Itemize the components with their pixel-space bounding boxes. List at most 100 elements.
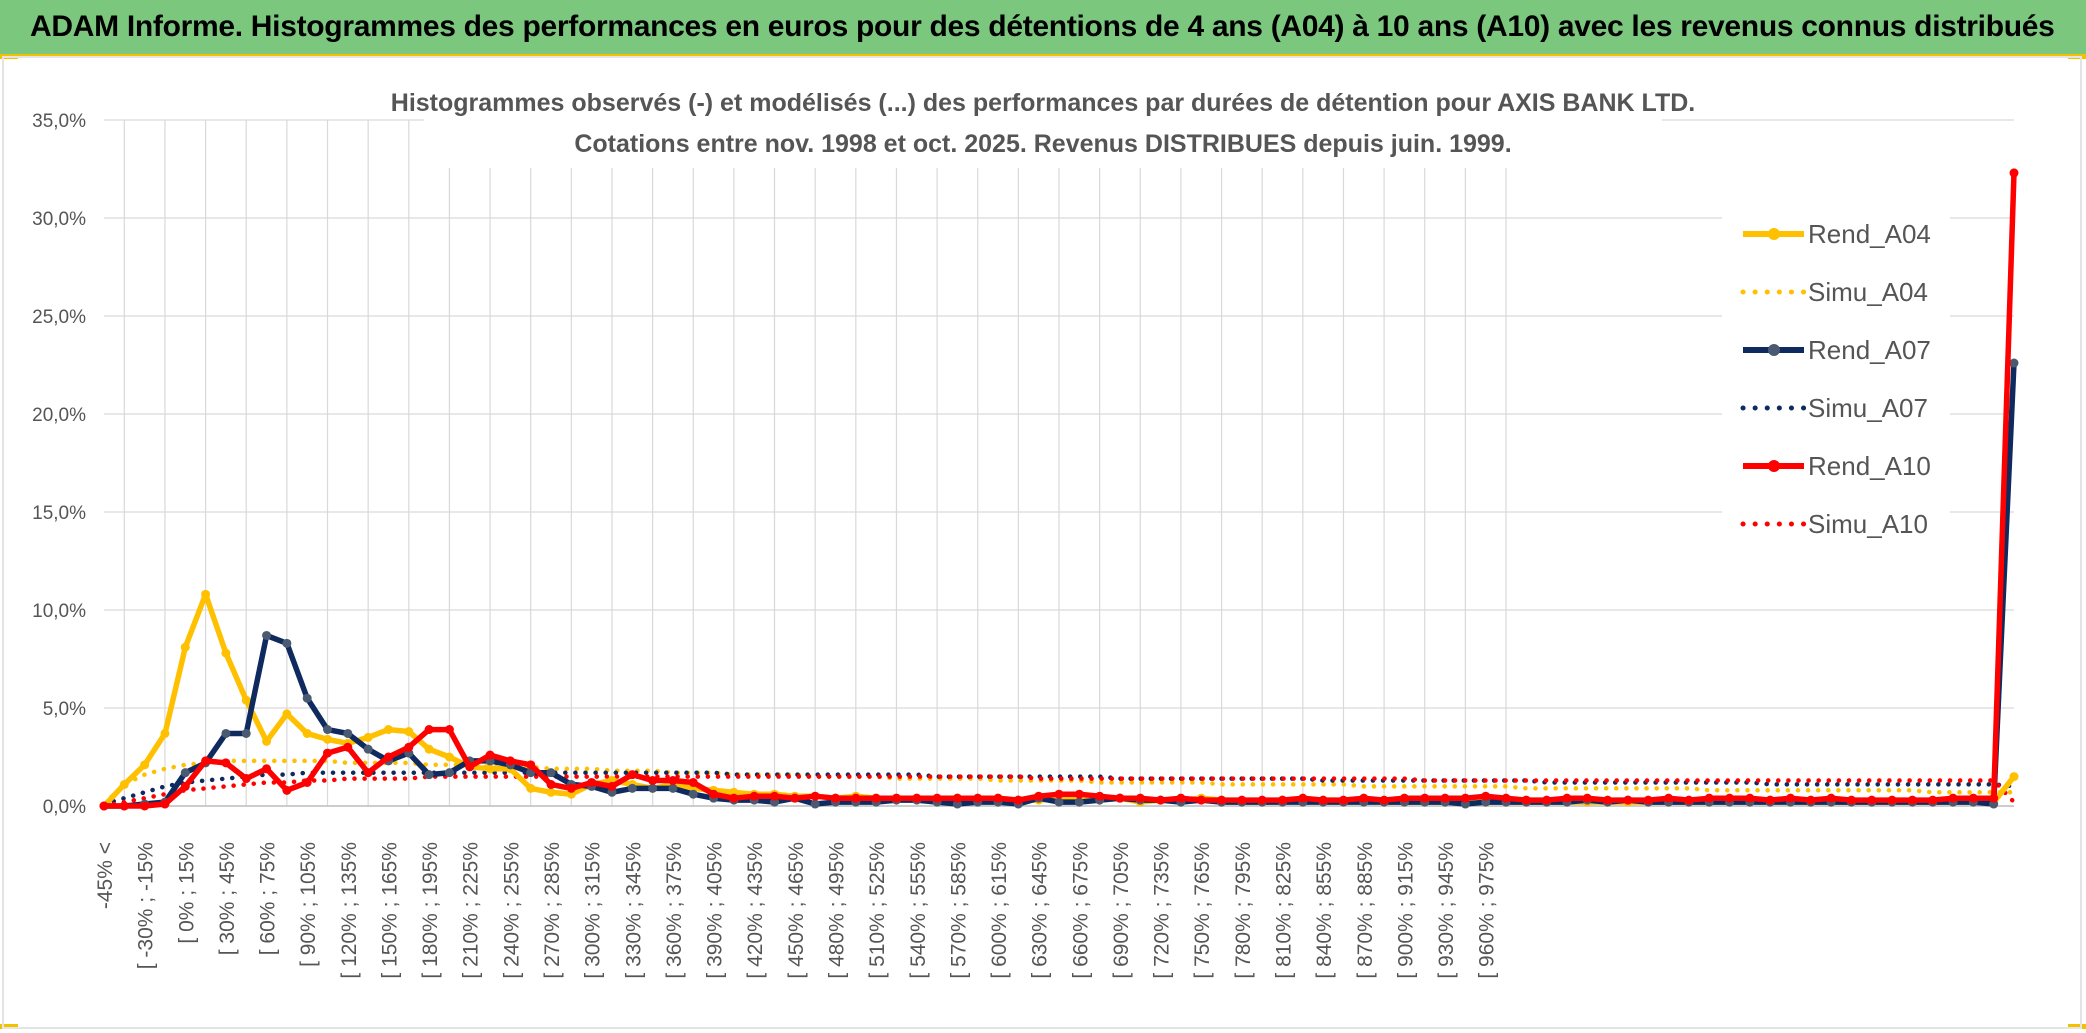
data-point bbox=[912, 793, 922, 803]
legend-backdrop bbox=[1722, 200, 1950, 550]
data-point bbox=[241, 695, 251, 705]
data-point bbox=[1928, 795, 1938, 805]
corner-mark bbox=[0, 1024, 18, 1029]
data-point bbox=[1115, 793, 1125, 803]
data-point bbox=[1034, 791, 1044, 801]
data-point bbox=[1643, 795, 1653, 805]
data-point bbox=[2009, 358, 2019, 368]
y-tick-label: 0,0% bbox=[43, 797, 86, 818]
data-point bbox=[180, 768, 190, 778]
x-tick-label: [ 930% ; 945% bbox=[1435, 842, 1458, 979]
data-point bbox=[302, 728, 312, 738]
legend: Rend_A04 Simu_A04 Rend_A07 Simu_A07 Rend_A10… bbox=[1740, 219, 1931, 539]
data-point bbox=[1562, 793, 1572, 803]
data-point bbox=[262, 736, 272, 746]
chart-title: Histogrammes observés (-) et modélisés (… bbox=[391, 89, 1695, 117]
data-point bbox=[1460, 793, 1470, 803]
x-tick-label: [ 480% ; 495% bbox=[825, 842, 848, 979]
data-point bbox=[587, 777, 597, 787]
data-point bbox=[201, 756, 211, 766]
data-point bbox=[1278, 795, 1288, 805]
data-point bbox=[749, 791, 759, 801]
data-point bbox=[1217, 795, 1227, 805]
series-simu-a10 bbox=[101, 774, 2017, 809]
data-point bbox=[1176, 793, 1186, 803]
series-layer bbox=[99, 168, 2019, 811]
data-point bbox=[1542, 795, 1552, 805]
x-tick-label: [ 810% ; 825% bbox=[1273, 842, 1296, 979]
data-point bbox=[1826, 793, 1836, 803]
data-point bbox=[1664, 793, 1674, 803]
data-point bbox=[444, 768, 454, 778]
data-point bbox=[323, 748, 333, 758]
data-point bbox=[1765, 795, 1775, 805]
data-point bbox=[1420, 793, 1430, 803]
legend-label: Simu_A10 bbox=[1808, 509, 1928, 539]
data-point bbox=[323, 734, 333, 744]
x-tick-label: -45% < bbox=[94, 842, 117, 909]
data-point bbox=[871, 793, 881, 803]
data-point bbox=[851, 793, 861, 803]
data-point bbox=[363, 744, 373, 754]
data-point bbox=[282, 709, 292, 719]
data-point bbox=[891, 793, 901, 803]
data-point bbox=[688, 789, 698, 799]
data-point bbox=[526, 760, 536, 770]
data-point bbox=[1399, 793, 1409, 803]
data-point bbox=[1196, 795, 1206, 805]
data-point bbox=[2009, 168, 2019, 178]
data-point bbox=[1501, 793, 1511, 803]
x-tick-label: [ 450% ; 465% bbox=[785, 842, 808, 979]
data-point bbox=[1725, 793, 1735, 803]
data-point bbox=[424, 744, 434, 754]
data-point bbox=[241, 774, 251, 784]
chart-frame bbox=[2, 56, 2082, 1029]
data-point bbox=[119, 779, 129, 789]
data-point bbox=[1359, 793, 1369, 803]
x-tick-label: [ 870% ; 885% bbox=[1354, 842, 1377, 979]
data-point bbox=[383, 752, 393, 762]
data-point bbox=[1846, 795, 1856, 805]
data-point bbox=[465, 762, 475, 772]
data-point bbox=[729, 793, 739, 803]
data-point bbox=[444, 725, 454, 735]
data-point bbox=[282, 638, 292, 648]
data-point bbox=[140, 801, 150, 811]
x-tick-label: [ 630% ; 645% bbox=[1029, 842, 1052, 979]
series-simu-a07 bbox=[101, 770, 2017, 807]
data-point bbox=[221, 728, 231, 738]
data-point bbox=[282, 785, 292, 795]
data-point bbox=[241, 728, 251, 738]
data-point bbox=[201, 589, 211, 599]
data-point bbox=[323, 725, 333, 735]
data-point bbox=[343, 728, 353, 738]
data-point bbox=[99, 801, 109, 811]
data-point bbox=[1298, 793, 1308, 803]
data-point bbox=[1867, 795, 1877, 805]
data-point bbox=[302, 777, 312, 787]
data-point bbox=[1257, 795, 1267, 805]
data-point bbox=[627, 783, 637, 793]
gridlines bbox=[104, 119, 2014, 807]
data-point bbox=[160, 728, 170, 738]
data-point bbox=[1054, 797, 1064, 807]
data-point bbox=[526, 783, 536, 793]
data-point bbox=[648, 783, 658, 793]
data-point bbox=[668, 776, 678, 786]
x-tick-label: [ 90% ; 105% bbox=[297, 842, 320, 967]
x-tick-label: [ 900% ; 915% bbox=[1394, 842, 1417, 979]
data-point bbox=[1623, 795, 1633, 805]
x-tick-label: [ 120% ; 135% bbox=[338, 842, 361, 979]
y-tick-label: 5,0% bbox=[43, 699, 86, 720]
data-point bbox=[810, 791, 820, 801]
data-point bbox=[952, 793, 962, 803]
data-point bbox=[1074, 789, 1084, 799]
data-point bbox=[363, 768, 373, 778]
y-tick-label: 15,0% bbox=[32, 503, 86, 524]
y-tick-label: 35,0% bbox=[32, 111, 86, 132]
data-point bbox=[485, 750, 495, 760]
legend-label: Rend_A10 bbox=[1808, 451, 1931, 481]
data-point bbox=[770, 791, 780, 801]
data-point bbox=[1907, 795, 1917, 805]
data-point bbox=[404, 742, 414, 752]
